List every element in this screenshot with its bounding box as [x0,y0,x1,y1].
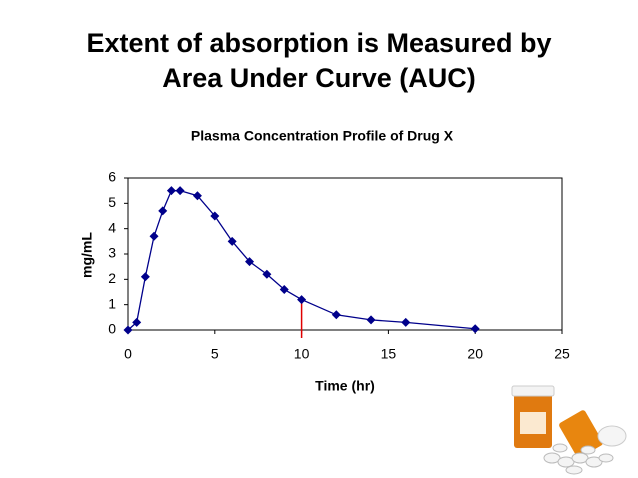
data-point [158,206,168,216]
x-tick-label: 0 [124,346,132,362]
data-point [149,231,159,241]
data-point [123,325,133,335]
data-point [210,211,220,221]
x-tick-label: 5 [211,346,219,362]
y-axis-label: mg/mL [79,232,95,278]
data-point [140,272,150,282]
data-point [132,317,142,327]
x-axis-label: Time (hr) [315,378,375,394]
bottle-cap [511,385,555,397]
data-point [175,186,185,196]
slide-title: Extent of absorption is Measured by Area… [0,26,638,96]
data-point [166,186,176,196]
bottle-label [520,412,546,434]
x-tick-label: 20 [467,346,483,362]
x-tick-label: 25 [554,346,570,362]
data-point [401,317,411,327]
data-point [366,315,376,325]
data-line [127,190,476,331]
chart-title: Plasma Concentration Profile of Drug X [191,128,454,144]
y-tick-label: 0 [108,321,116,337]
plot-frame [127,177,563,331]
bottle [559,410,603,458]
pill-bottles [511,385,627,475]
y-tick-label: 3 [108,245,116,261]
data-point [245,257,255,267]
data-point [297,295,307,305]
x-tick-label: 15 [381,346,397,362]
y-tick-label: 4 [108,219,116,235]
data-point [470,324,480,334]
data-point [331,310,341,320]
title-line: Area Under Curve (AUC) [162,63,476,93]
y-tick-label: 5 [108,194,116,210]
data-point [192,191,202,201]
data-point [279,284,289,294]
pills [543,443,614,475]
y-tick-label: 2 [108,270,116,286]
title-line: Extent of absorption is Measured by [86,28,552,58]
y-tick-label: 1 [108,295,116,311]
x-tick-label: 10 [294,346,310,362]
cap [597,425,627,447]
y-tick-label: 6 [108,169,116,185]
data-point [227,236,237,246]
data-point [262,269,272,279]
